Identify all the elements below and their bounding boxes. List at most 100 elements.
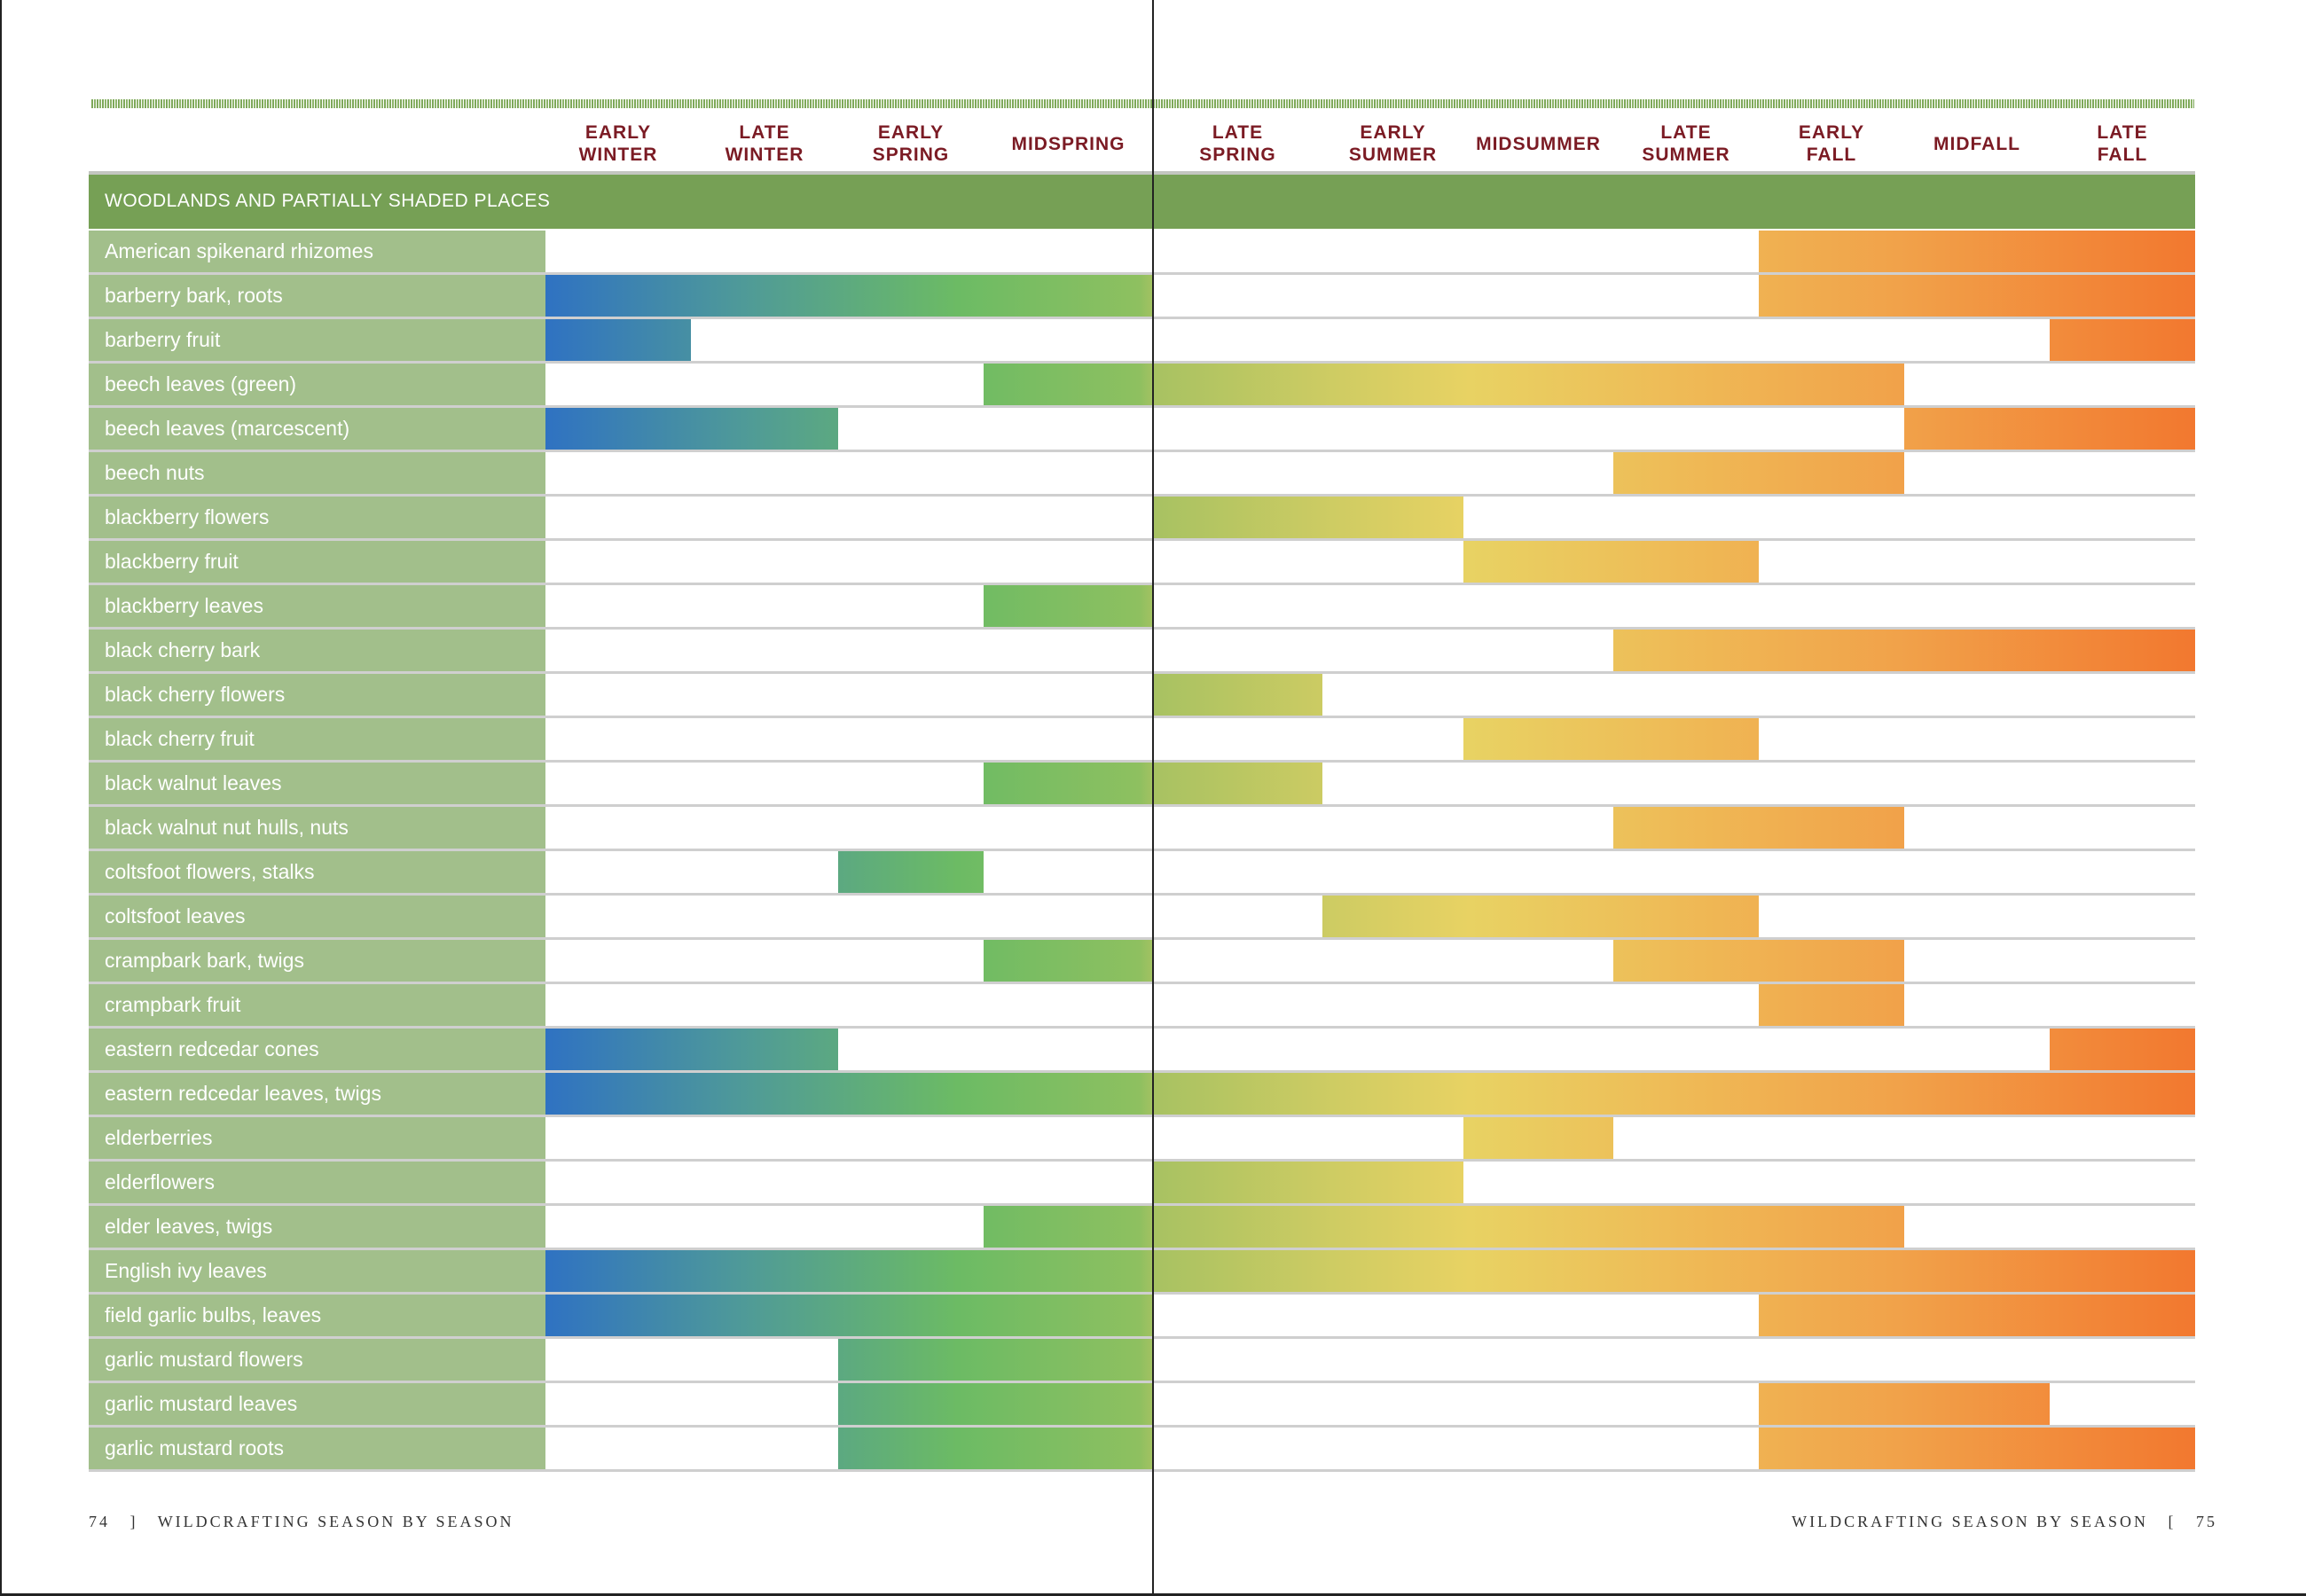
season-bar (545, 1295, 1153, 1336)
chart-row: American spikenard rhizomes (89, 231, 2195, 275)
row-label: crampbark fruit (89, 984, 545, 1026)
season-bar (838, 851, 984, 893)
season-header: EARLY FALL (1798, 122, 1865, 165)
row-label: eastern redcedar cones (89, 1029, 545, 1070)
season-bar (1759, 984, 1904, 1026)
season-bar (1904, 408, 2195, 450)
chart-row: English ivy leaves (89, 1250, 2195, 1295)
chart-row: blackberry leaves (89, 585, 2195, 630)
row-label: blackberry flowers (89, 497, 545, 538)
running-title-right: WILDCRAFTING SEASON BY SEASON (1792, 1513, 2148, 1530)
row-divider (89, 317, 2195, 319)
row-divider (89, 1381, 2195, 1383)
season-bar (984, 940, 1153, 982)
row-label: beech leaves (marcescent) (89, 408, 545, 450)
season-bar (1759, 1383, 2050, 1425)
row-label: blackberry fruit (89, 541, 545, 583)
row-label: field garlic bulbs, leaves (89, 1295, 545, 1336)
row-label: black cherry flowers (89, 674, 545, 716)
season-bar (1759, 1428, 2195, 1469)
row-divider (89, 450, 2195, 452)
chart-row: black cherry fruit (89, 718, 2195, 763)
season-bar (545, 1029, 838, 1070)
row-divider (89, 583, 2195, 585)
row-label: eastern redcedar leaves, twigs (89, 1073, 545, 1115)
row-divider (89, 361, 2195, 364)
row-divider (89, 272, 2195, 275)
row-divider (89, 1248, 2195, 1250)
season-bar (545, 1250, 2195, 1292)
season-bar (838, 1383, 1153, 1425)
season-bar (1613, 452, 1904, 494)
page-number-left: 74 (89, 1513, 110, 1530)
book-spine (1152, 0, 1154, 1596)
row-label: beech nuts (89, 452, 545, 494)
row-label: garlic mustard flowers (89, 1339, 545, 1381)
row-label: coltsfoot flowers, stalks (89, 851, 545, 893)
season-bar (1613, 807, 1904, 849)
chart-row: black walnut leaves (89, 763, 2195, 807)
chart-row: crampbark fruit (89, 984, 2195, 1029)
season-bar (545, 319, 691, 361)
running-title-left: WILDCRAFTING SEASON BY SEASON (157, 1513, 514, 1530)
chart-row: beech leaves (green) (89, 364, 2195, 408)
season-bar (1759, 231, 2195, 272)
row-label: barberry fruit (89, 319, 545, 361)
row-divider (89, 1159, 2195, 1162)
season-bar (1463, 541, 1759, 583)
chart-row: field garlic bulbs, leaves (89, 1295, 2195, 1339)
row-label: American spikenard rhizomes (89, 231, 545, 272)
row-divider (89, 716, 2195, 718)
row-divider (89, 671, 2195, 674)
chart-row: eastern redcedar leaves, twigs (89, 1073, 2195, 1117)
row-divider (89, 1070, 2195, 1073)
season-bar (1613, 940, 1904, 982)
row-label: black walnut leaves (89, 763, 545, 804)
row-divider (89, 849, 2195, 851)
chart-row: black cherry bark (89, 630, 2195, 674)
row-label: beech leaves (green) (89, 364, 545, 405)
page-number-right: 75 (2196, 1513, 2217, 1530)
chart-row: blackberry flowers (89, 497, 2195, 541)
season-header: MIDSUMMER (1476, 133, 1601, 154)
row-divider (89, 538, 2195, 541)
row-label: coltsfoot leaves (89, 896, 545, 937)
chart-row: garlic mustard leaves (89, 1383, 2195, 1428)
season-bar (838, 1339, 1153, 1381)
season-bar (2050, 319, 2195, 361)
chart-row: barberry fruit (89, 319, 2195, 364)
row-divider (89, 405, 2195, 408)
season-header: EARLY WINTER (578, 122, 658, 165)
row-divider (89, 937, 2195, 940)
row-divider (89, 760, 2195, 763)
chart-row: elderberries (89, 1117, 2195, 1162)
season-bar (1463, 1117, 1613, 1159)
section-title: WOODLANDS AND PARTIALLY SHADED PLACES (105, 191, 551, 211)
row-divider (89, 494, 2195, 497)
season-bar (984, 585, 1153, 627)
row-divider (89, 627, 2195, 630)
chart-row: elder leaves, twigs (89, 1206, 2195, 1250)
chart-row: eastern redcedar cones (89, 1029, 2195, 1073)
row-label: garlic mustard roots (89, 1428, 545, 1469)
chart-row: barberry bark, roots (89, 275, 2195, 319)
season-bar (545, 1073, 2195, 1115)
row-label: black walnut nut hulls, nuts (89, 807, 545, 849)
season-header: LATE SUMMER (1642, 122, 1730, 165)
season-header: MIDSPRING (1011, 133, 1126, 154)
row-divider (89, 1425, 2195, 1428)
row-divider (89, 1292, 2195, 1295)
row-label: black cherry bark (89, 630, 545, 671)
row-label: garlic mustard leaves (89, 1383, 545, 1425)
chart-row: beech nuts (89, 452, 2195, 497)
season-bar (2050, 1029, 2195, 1070)
season-header: EARLY SPRING (872, 122, 950, 165)
season-bar (1463, 718, 1759, 760)
season-bar (1759, 275, 2195, 317)
chart-row: garlic mustard flowers (89, 1339, 2195, 1383)
row-label: English ivy leaves (89, 1250, 545, 1292)
row-divider (89, 1469, 2195, 1472)
season-bar (1759, 1295, 2195, 1336)
row-divider (89, 1336, 2195, 1339)
footer-right: WILDCRAFTING SEASON BY SEASON [ 75 (1792, 1513, 2217, 1531)
